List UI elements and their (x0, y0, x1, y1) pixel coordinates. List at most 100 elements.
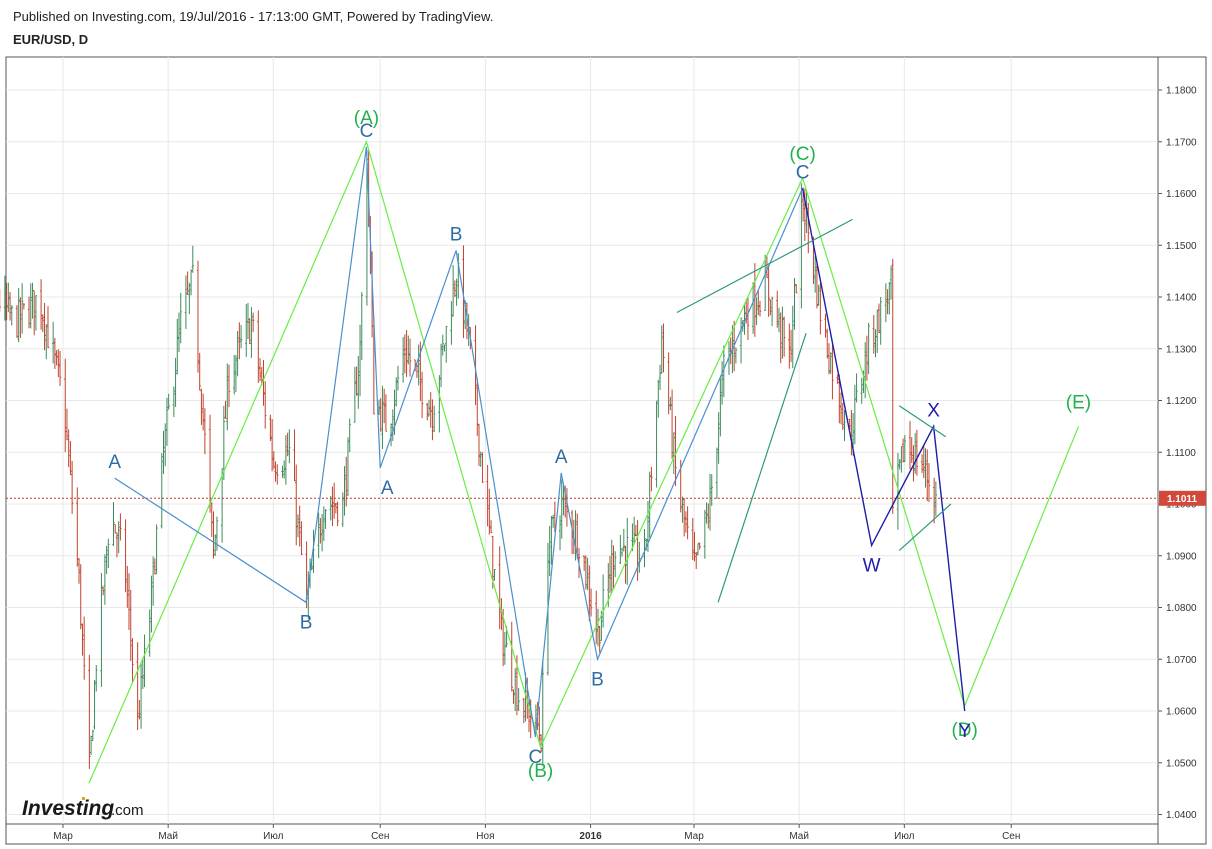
candle (705, 502, 708, 524)
candle (198, 352, 201, 391)
primary-wave-line[interactable] (88, 140, 1080, 784)
candle (913, 433, 917, 474)
candle (439, 343, 443, 388)
candle (613, 551, 617, 578)
candle (715, 447, 719, 500)
candle (284, 435, 288, 485)
candle (167, 393, 170, 410)
candle (779, 312, 782, 364)
candle (884, 283, 888, 323)
candle (51, 321, 55, 364)
candle (32, 290, 36, 336)
wave-label-minor: C (529, 747, 543, 768)
last-price-badge-bg (1159, 490, 1206, 506)
candle (698, 542, 701, 550)
investing-logo: Investing .com (22, 797, 144, 820)
candle (384, 394, 388, 432)
candle (191, 245, 195, 273)
candle (826, 328, 829, 359)
candle (319, 518, 322, 544)
candle (558, 515, 562, 551)
candle (357, 356, 360, 409)
y-tick-label: 1.1100 (1166, 448, 1196, 459)
candle (782, 316, 786, 357)
candle (57, 349, 60, 378)
candle (55, 350, 58, 366)
candle (831, 342, 834, 400)
wave-label-minor: B (591, 669, 604, 690)
candle (101, 586, 105, 596)
candle (272, 451, 276, 470)
candle (503, 631, 507, 665)
channel-wave-line[interactable] (676, 218, 853, 314)
candle (776, 290, 779, 328)
candle (417, 344, 420, 386)
candle (474, 325, 477, 406)
x-tick-label: Июл (263, 831, 283, 842)
candle (451, 265, 455, 317)
candle (517, 688, 520, 711)
candle (770, 296, 774, 327)
candle (53, 337, 57, 370)
candle (353, 366, 357, 423)
candle (281, 465, 284, 478)
candle (481, 452, 484, 483)
wave-label-wxy: W (863, 555, 881, 576)
wave-label-minor: B (450, 224, 463, 245)
y-tick-label: 1.0400 (1166, 810, 1197, 821)
candle (888, 282, 891, 315)
candle (926, 449, 929, 502)
minor-wave-line[interactable] (114, 146, 804, 737)
candle (45, 324, 48, 360)
channel-wave-line[interactable] (898, 405, 947, 438)
candle (493, 568, 496, 581)
candle (270, 419, 274, 472)
candle (407, 335, 410, 365)
candle (184, 275, 188, 329)
candle (139, 663, 143, 729)
wave-lines[interactable] (88, 140, 1080, 784)
candle (224, 400, 227, 419)
channel-wave-line[interactable] (898, 503, 952, 552)
wxy-wave-line[interactable] (801, 188, 966, 712)
candle (874, 329, 877, 358)
candle (201, 393, 205, 431)
candle (214, 534, 217, 556)
candle (486, 464, 489, 527)
candle (246, 302, 250, 340)
candle (391, 409, 394, 441)
candle (717, 412, 720, 464)
candle (819, 282, 822, 335)
candle (382, 388, 386, 424)
candle (296, 514, 300, 538)
y-tick-label: 1.1400 (1166, 293, 1197, 304)
wave-label-primary: (A) (354, 108, 379, 129)
candle (39, 279, 43, 330)
candle (136, 642, 139, 731)
candle (429, 392, 432, 428)
candle (336, 501, 339, 527)
wave-label-primary: (E) (1066, 392, 1091, 413)
candle (595, 590, 598, 645)
candle (739, 317, 743, 364)
candle (343, 466, 346, 516)
candle (722, 345, 726, 398)
candle (117, 521, 120, 554)
candle (908, 420, 912, 470)
candle (0, 288, 1, 312)
candle (541, 660, 544, 766)
chart-frame (5, 56, 1207, 845)
candle (67, 429, 70, 468)
candle (757, 290, 760, 316)
candle (148, 609, 151, 657)
candle (239, 325, 243, 349)
candle (332, 482, 336, 519)
candle (126, 565, 129, 608)
candle (720, 361, 724, 405)
x-tick-label: 2016 (579, 831, 602, 842)
candle (82, 616, 86, 680)
candle (608, 555, 612, 593)
channel-wave-line[interactable] (717, 333, 807, 603)
candle (622, 528, 626, 552)
